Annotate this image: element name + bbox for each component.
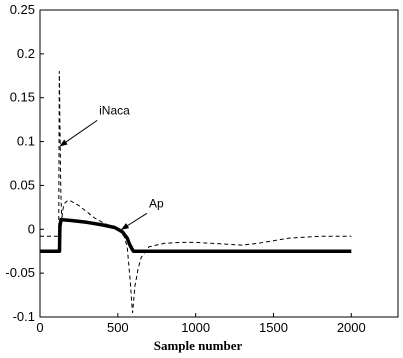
series-line-thick: [40, 217, 352, 253]
y-tick-label: 0.15: [10, 90, 35, 105]
y-axis-ticks: -0.1 -0.05 0 0.05 0.1 0.15 0.2 0.25: [5, 2, 44, 324]
series-group: [40, 70, 352, 314]
y-tick-label: -0.1: [13, 309, 35, 324]
x-tick-label: 1500: [259, 320, 288, 335]
series-line-dashed: [40, 70, 352, 314]
annotation-label: Ap: [149, 196, 164, 210]
x-tick-label: 1000: [181, 320, 210, 335]
annotations: iNaca Ap: [59, 103, 164, 230]
x-axis-label: Sample number: [154, 338, 243, 353]
y-tick-label: 0.05: [10, 177, 35, 192]
y-tick-label: 0: [28, 221, 35, 236]
plot-frame: [39, 9, 399, 318]
x-tick-label: 2000: [337, 320, 366, 335]
annotation-label: iNaca: [99, 103, 130, 117]
annotation-arrow: [120, 212, 148, 230]
annotation-arrow: [59, 119, 98, 147]
x-tick-label: 500: [107, 320, 129, 335]
y-tick-label: 0.2: [17, 46, 35, 61]
y-tick-label: 0.1: [17, 134, 35, 149]
y-tick-label: 0.25: [10, 2, 35, 17]
x-axis-ticks: 0 500 1000 1500 2000: [36, 313, 366, 335]
x-tick-label: 0: [36, 320, 43, 335]
y-tick-label: -0.05: [5, 265, 35, 280]
